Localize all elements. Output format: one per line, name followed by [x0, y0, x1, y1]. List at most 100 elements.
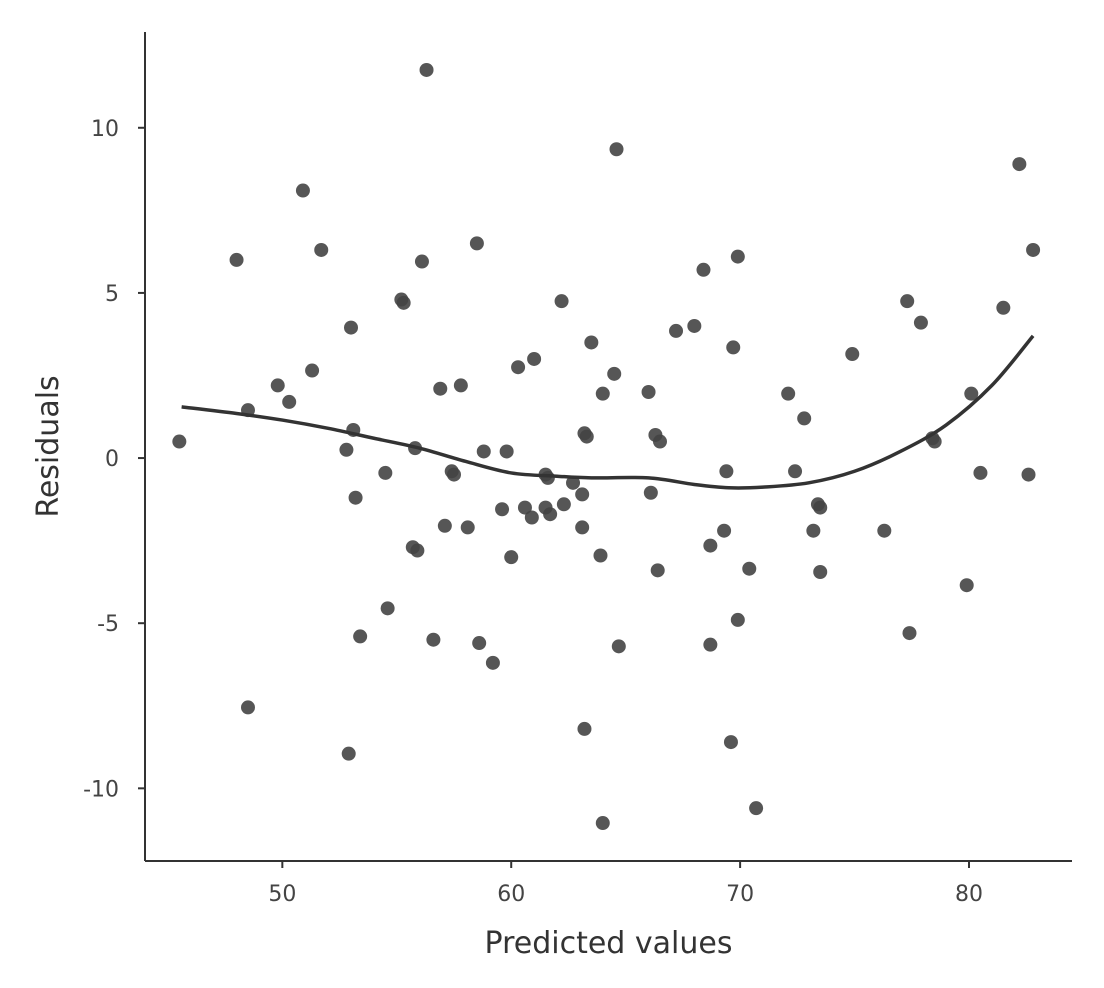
data-point	[653, 434, 667, 449]
smooth-trend-line	[181, 334, 1035, 490]
data-point	[378, 465, 393, 480]
x-axis-title: Predicted values	[485, 926, 733, 961]
data-point	[813, 565, 828, 580]
data-point	[584, 335, 599, 350]
data-point	[877, 523, 892, 538]
data-point	[472, 636, 487, 651]
data-point	[703, 538, 718, 553]
data-point	[902, 626, 917, 641]
data-point	[554, 294, 569, 309]
data-point	[543, 507, 558, 522]
data-point	[742, 561, 757, 576]
data-point	[643, 485, 658, 500]
y-axis-ticks: -10 -5 0 5 10	[83, 117, 145, 802]
data-point	[696, 262, 711, 277]
data-point	[517, 500, 532, 515]
data-point	[527, 351, 542, 366]
data-point	[611, 639, 626, 654]
data-point	[270, 378, 285, 393]
data-point	[726, 340, 741, 355]
y-tick-label: 10	[91, 117, 119, 142]
data-point	[282, 394, 297, 409]
data-point	[650, 563, 665, 578]
data-point	[579, 429, 594, 444]
y-tick-label: -10	[83, 777, 119, 802]
data-point	[380, 601, 395, 616]
data-point	[593, 548, 608, 563]
data-point	[426, 632, 441, 647]
data-point	[437, 518, 452, 533]
data-point	[973, 465, 988, 480]
points-layer	[172, 62, 1041, 831]
data-point	[959, 578, 974, 593]
data-point	[453, 378, 468, 393]
data-point	[996, 300, 1011, 315]
data-point	[964, 386, 979, 401]
data-point	[229, 252, 244, 267]
y-tick-label: -5	[97, 612, 119, 637]
data-point	[396, 295, 411, 310]
x-tick-label: 80	[955, 882, 983, 907]
data-point	[339, 442, 354, 457]
data-point	[341, 746, 356, 761]
data-point	[566, 475, 581, 490]
y-tick-label: 0	[105, 447, 119, 472]
data-point	[476, 444, 491, 459]
data-point	[717, 523, 732, 538]
data-point	[797, 411, 812, 426]
data-point	[730, 249, 745, 264]
data-point	[788, 464, 803, 479]
data-point	[813, 500, 828, 515]
data-point	[913, 315, 928, 330]
data-point	[641, 385, 656, 400]
data-point	[723, 735, 738, 750]
data-point	[540, 470, 555, 485]
data-point	[556, 497, 571, 512]
data-point	[719, 464, 734, 479]
data-point	[1021, 467, 1036, 482]
data-point	[344, 320, 358, 335]
data-point	[609, 142, 624, 157]
data-point	[419, 62, 434, 77]
data-point	[495, 502, 510, 517]
data-point	[414, 254, 429, 269]
data-point	[703, 637, 718, 652]
data-point	[575, 520, 590, 535]
data-point	[172, 434, 187, 449]
data-point	[1026, 242, 1041, 257]
plot-area	[172, 62, 1041, 831]
data-point	[447, 467, 461, 482]
data-point	[575, 487, 590, 502]
data-point	[669, 323, 684, 338]
data-point	[511, 360, 526, 375]
data-point	[577, 721, 592, 736]
data-point	[595, 386, 610, 401]
data-point	[806, 523, 821, 538]
data-point	[305, 363, 320, 378]
data-point	[687, 318, 702, 333]
data-point	[927, 434, 942, 449]
data-point	[595, 816, 610, 831]
y-axis-title: Residuals	[31, 375, 66, 517]
data-point	[504, 550, 519, 565]
x-tick-label: 60	[497, 882, 525, 907]
data-point	[353, 629, 368, 644]
data-point	[348, 490, 363, 505]
data-point	[781, 386, 796, 401]
data-point	[499, 444, 514, 459]
data-point	[845, 347, 860, 362]
x-tick-label: 70	[726, 882, 754, 907]
data-point	[314, 242, 329, 257]
data-point	[485, 655, 500, 670]
data-point	[241, 700, 255, 715]
data-point	[410, 543, 425, 558]
data-point	[1012, 157, 1027, 172]
data-point	[900, 294, 915, 309]
data-point	[607, 366, 622, 381]
y-tick-label: 5	[105, 282, 119, 307]
data-point	[460, 520, 475, 535]
data-point	[433, 381, 448, 396]
data-point	[524, 510, 539, 525]
data-point	[295, 183, 310, 198]
data-point	[730, 612, 745, 627]
